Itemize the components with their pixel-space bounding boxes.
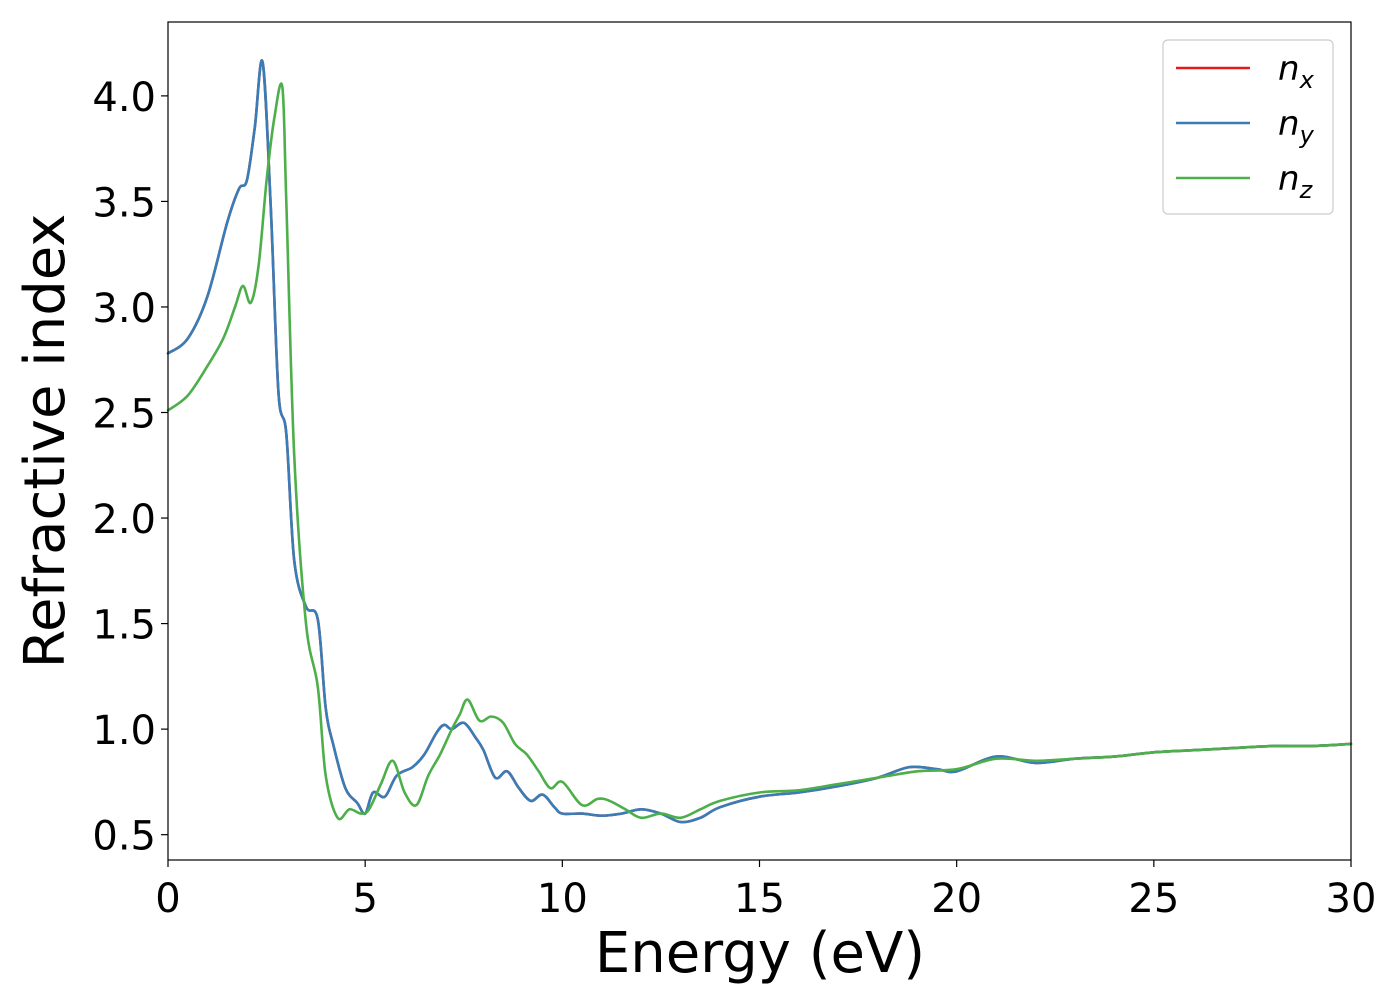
- legend-label-ny: ny: [1278, 104, 1315, 149]
- legend-frame: [1162, 39, 1334, 215]
- legend-label-main: n: [1278, 49, 1300, 89]
- legend-label-subscript: x: [1299, 66, 1315, 94]
- y-axis: 0.5 1.0 1.5 2.0 2.5 3.0 3.5 4.0: [92, 75, 168, 860]
- x-axis: 0 5 10 15 20 25 30: [155, 860, 1376, 922]
- y-tick-label: 2.0: [92, 497, 156, 543]
- y-tick-label: 1.0: [92, 708, 156, 754]
- y-axis-label: Refractive index: [13, 214, 78, 669]
- x-tick-label: 25: [1128, 876, 1179, 922]
- x-axis-label: Energy (eV): [595, 921, 925, 986]
- y-tick-label: 3.5: [92, 180, 156, 226]
- legend-label-subscript: z: [1299, 176, 1314, 204]
- y-tick-label: 3.0: [92, 286, 156, 332]
- y-tick-label: 1.5: [92, 603, 156, 649]
- series-line-nz: [166, 82, 1353, 821]
- legend-label-nz: nz: [1278, 159, 1314, 204]
- plot-background: [168, 22, 1351, 860]
- x-tick-label: 0: [155, 876, 180, 922]
- x-tick-label: 30: [1326, 876, 1377, 922]
- legend-label-subscript: y: [1299, 121, 1315, 149]
- legend-label-nx: nx: [1278, 49, 1315, 94]
- y-tick-label: 2.5: [92, 392, 156, 438]
- x-tick-label: 5: [352, 876, 377, 922]
- y-tick-label: 4.0: [92, 75, 156, 121]
- x-tick-label: 10: [537, 876, 588, 922]
- series-layer: [166, 59, 1353, 824]
- legend-label-main: n: [1278, 104, 1300, 144]
- x-tick-label: 20: [931, 876, 982, 922]
- legend-label-main: n: [1278, 159, 1300, 199]
- y-tick-label: 0.5: [92, 814, 156, 860]
- x-tick-label: 15: [734, 876, 785, 922]
